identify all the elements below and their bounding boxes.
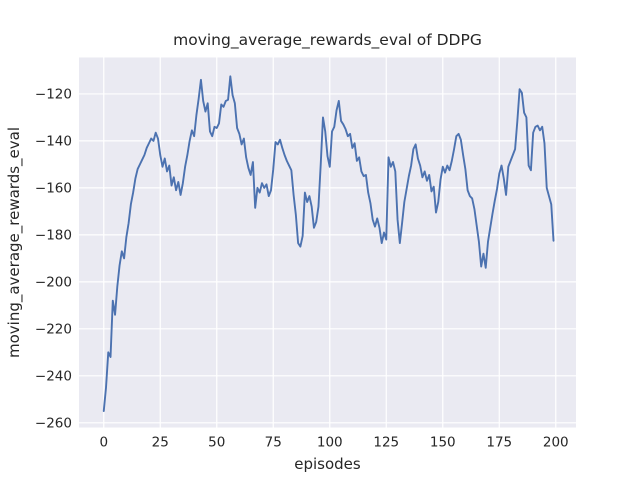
y-tick-labels: −260 −240 −220 −200 −180 −160 −140 −120 <box>35 87 72 432</box>
grid-layer <box>79 57 576 428</box>
x-tick-label: 175 <box>486 435 512 451</box>
x-tick-label: 125 <box>373 435 399 451</box>
y-tick-label: −200 <box>35 275 72 291</box>
reward-line <box>102 75 555 413</box>
plot-area <box>79 57 576 428</box>
x-axis-label: episodes <box>294 455 361 473</box>
y-tick-label: −140 <box>35 134 72 150</box>
y-tick-label: −240 <box>35 369 72 385</box>
x-tick-label: 25 <box>152 435 169 451</box>
chart-title: moving_average_rewards_eval of DDPG <box>173 31 482 50</box>
y-tick-label: −120 <box>35 87 72 103</box>
x-tick-label: 150 <box>430 435 456 451</box>
x-tick-labels: 0 25 50 75 100 125 150 175 200 <box>99 435 568 451</box>
x-tick-label: 50 <box>208 435 225 451</box>
line-layer <box>102 75 555 413</box>
x-tick-label: 75 <box>265 435 282 451</box>
y-axis-label: moving_average_rewards_eval <box>5 127 24 358</box>
y-tick-label: −180 <box>35 228 72 244</box>
y-tick-label: −260 <box>35 416 72 432</box>
x-tick-label: 0 <box>99 435 108 451</box>
x-tick-label: 200 <box>543 435 569 451</box>
y-tick-label: −160 <box>35 181 72 197</box>
y-tick-label: −220 <box>35 322 72 338</box>
x-tick-label: 100 <box>317 435 343 451</box>
